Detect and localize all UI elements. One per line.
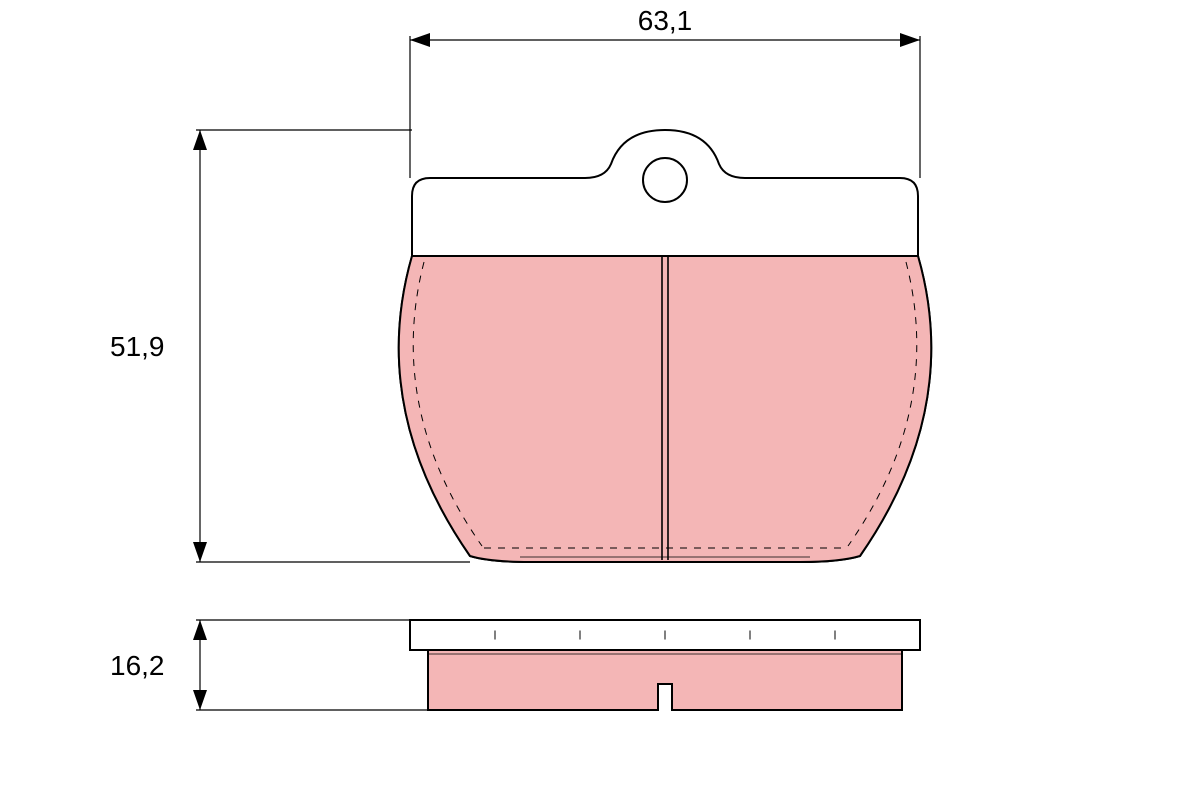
dimension-height-label: 51,9 xyxy=(110,331,165,362)
dimension-thickness-label: 16,2 xyxy=(110,650,165,681)
dimension-width-label: 63,1 xyxy=(638,5,693,36)
